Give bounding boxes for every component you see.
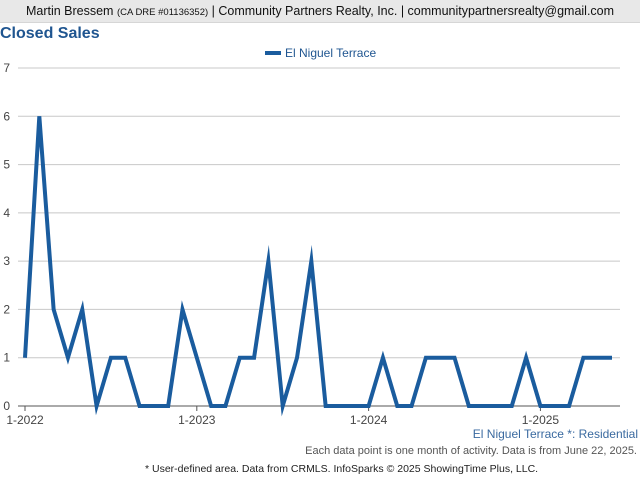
agent-license: (CA DRE #01136352) — [116, 7, 209, 18]
x-tick-label-1-2024: 1-2024 — [350, 413, 388, 427]
y-tick-label-0: 0 — [3, 399, 10, 413]
agent-name: Martin Bressem — [25, 4, 114, 18]
y-tick-label-4: 4 — [3, 206, 10, 220]
area-label: El Niguel Terrace *: Residential — [472, 427, 638, 441]
header-bar: Martin Bressem (CA DRE #01136352) | Comm… — [0, 0, 640, 23]
y-tick-label-2: 2 — [3, 302, 10, 316]
chart-title: Closed Sales — [0, 25, 100, 42]
series-line-el-niguel-terrace — [23, 116, 612, 417]
footer-source: * User-defined area. Data from CRMLS. In… — [145, 463, 539, 475]
y-tick-label-7: 7 — [3, 61, 10, 75]
y-tick-label-6: 6 — [3, 109, 10, 123]
x-tick-label-1-2023: 1-2023 — [178, 413, 216, 427]
legend-label: El Niguel Terrace — [285, 46, 376, 60]
x-tick-label-1-2022: 1-2022 — [6, 413, 44, 427]
y-tick-label-3: 3 — [3, 254, 10, 268]
data-note: Each data point is one month of activity… — [305, 445, 637, 457]
y-tick-label-5: 5 — [3, 158, 10, 172]
y-tick-label-1: 1 — [3, 351, 10, 365]
x-tick-label-1-2025: 1-2025 — [522, 413, 560, 427]
company-info: | Community Partners Realty, Inc. | comm… — [211, 4, 615, 18]
